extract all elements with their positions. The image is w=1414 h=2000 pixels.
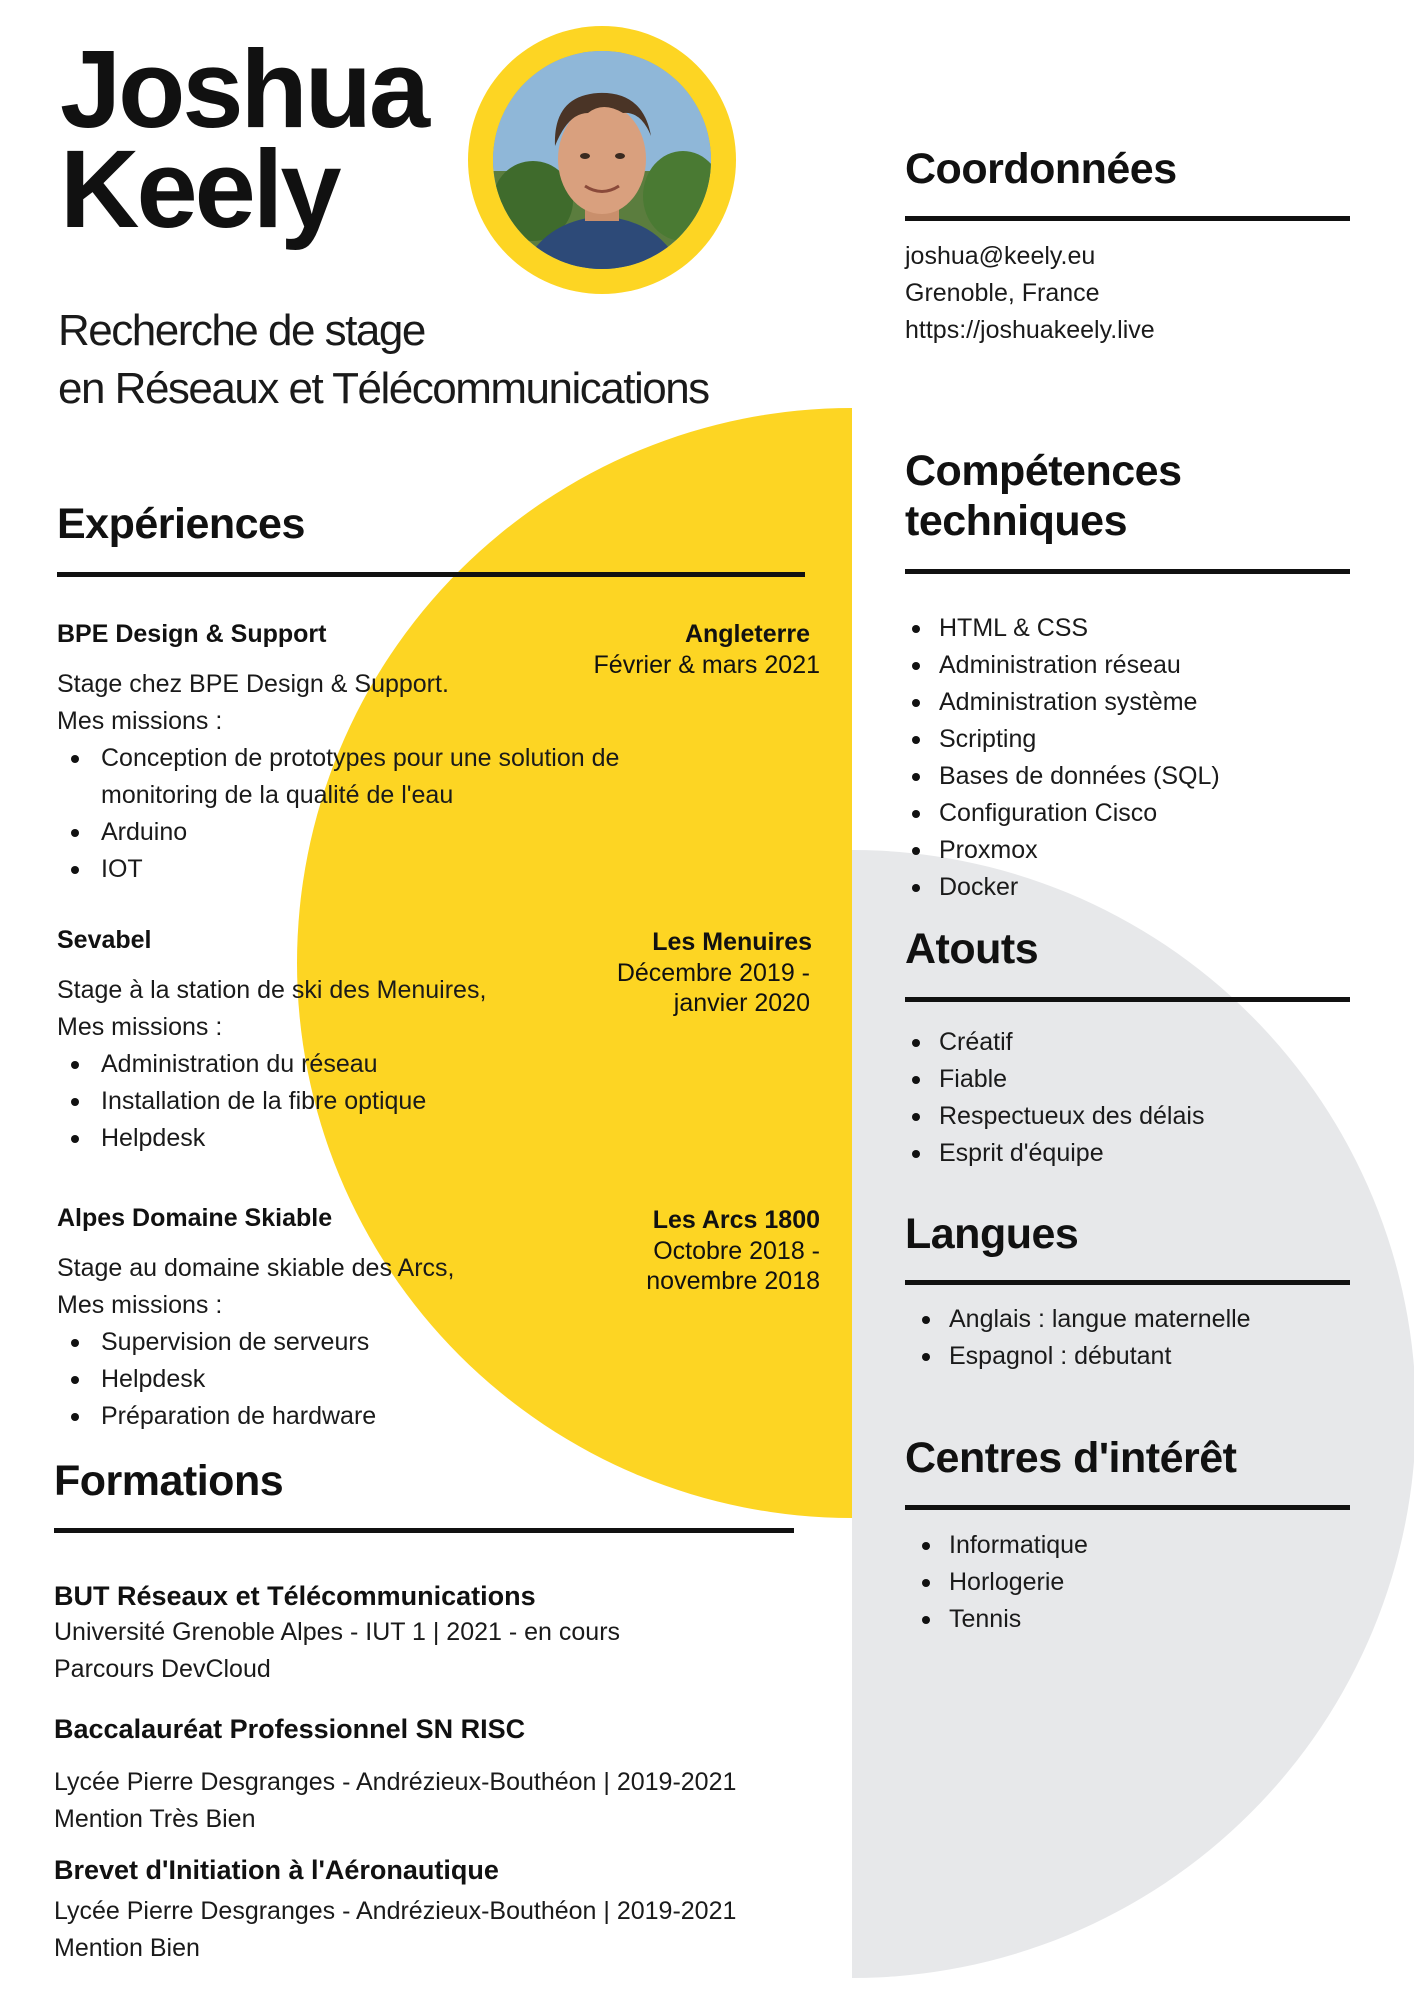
list-item: Helpdesk (57, 1120, 757, 1157)
experiences-divider (57, 572, 805, 577)
job-details: Stage à la station de ski des Menuires, … (57, 972, 757, 1157)
skills-list: HTML & CSS Administration réseau Adminis… (905, 610, 1350, 906)
job-description: Stage à la station de ski des Menuires, (57, 976, 487, 1004)
formation-detail: Mention Très Bien (54, 1805, 256, 1833)
formation-item: Brevet d'Initiation à l'Aéronautique Lyc… (54, 1852, 814, 1967)
formation-school: Lycée Pierre Desgranges - Andrézieux-Bou… (54, 1768, 737, 1796)
website-link[interactable]: https://joshuakeely.live (905, 316, 1155, 344)
list-item: Helpdesk (57, 1361, 757, 1398)
list-item: Docker (905, 869, 1350, 906)
formation-title: BUT Réseaux et Télécommunications (54, 1581, 536, 1611)
list-item: IOT (57, 851, 757, 888)
job-company: BPE Design & Support (57, 620, 327, 648)
missions-list: Supervision de serveurs Helpdesk Prépara… (57, 1324, 757, 1435)
job-date: Décembre 2019 - janvier 2020 (616, 959, 810, 1017)
job-description: Stage chez BPE Design & Support. (57, 670, 449, 698)
interests-title: Centres d'intérêt (905, 1434, 1237, 1482)
formations-title: Formations (54, 1457, 284, 1505)
languages-list: Anglais : langue maternelle Espagnol : d… (915, 1301, 1350, 1375)
formation-title: Baccalauréat Professionnel SN RISC (54, 1714, 526, 1744)
missions-list: Administration du réseau Installation de… (57, 1046, 757, 1157)
list-item: Esprit d'équipe (905, 1135, 1350, 1172)
list-item: Tennis (915, 1601, 1350, 1638)
list-item: Anglais : langue maternelle (915, 1301, 1350, 1338)
list-item: Administration du réseau (57, 1046, 757, 1083)
list-item: Installation de la fibre optique (57, 1083, 757, 1120)
email-address[interactable]: joshua@keely.eu (905, 242, 1096, 270)
list-item: Administration système (905, 684, 1350, 721)
list-item: Configuration Cisco (905, 795, 1350, 832)
list-item: Créatif (905, 1024, 1350, 1061)
contact-title: Coordonnées (905, 145, 1177, 193)
formation-school: Lycée Pierre Desgranges - Andrézieux-Bou… (54, 1897, 737, 1925)
formation-detail: Parcours DevCloud (54, 1655, 271, 1683)
list-item: Horlogerie (915, 1564, 1350, 1601)
yellow-half-circle (297, 408, 852, 1518)
candidate-name: Joshua Keely (60, 28, 430, 251)
formation-detail: Mention Bien (54, 1934, 200, 1962)
list-item: Bases de données (SQL) (905, 758, 1350, 795)
list-item: Informatique (915, 1527, 1350, 1564)
assets-title: Atouts (905, 925, 1039, 973)
job-company: Alpes Domaine Skiable (57, 1204, 333, 1232)
location: Grenoble, France (905, 279, 1100, 307)
languages-title: Langues (905, 1210, 1079, 1258)
last-name: Keely (60, 128, 342, 251)
formation-school: Université Grenoble Alpes - IUT 1 | 2021… (54, 1618, 621, 1646)
list-item: Espagnol : débutant (915, 1338, 1350, 1375)
contact-details: joshua@keely.eu Grenoble, France https:/… (905, 238, 1350, 349)
portrait-illustration (493, 51, 711, 269)
contact-divider (905, 216, 1350, 221)
formation-title: Brevet d'Initiation à l'Aéronautique (54, 1855, 499, 1885)
job-place: Les Menuires (652, 928, 812, 956)
formation-item: BUT Réseaux et Télécommunications Univer… (54, 1578, 814, 1688)
missions-label: Mes missions : (57, 1291, 223, 1319)
job-search-tagline: Recherche de stage en Réseaux et Télécom… (58, 306, 710, 413)
skills-divider (905, 569, 1350, 574)
job-details: Stage chez BPE Design & Support. Mes mis… (57, 666, 757, 888)
missions-label: Mes missions : (57, 707, 223, 735)
missions-label: Mes missions : (57, 1013, 223, 1041)
list-item-continuation: monitoring de la qualité de l'eau (101, 781, 454, 809)
list-item: Administration réseau (905, 647, 1350, 684)
formations-divider (54, 1528, 794, 1533)
formation-item: Baccalauréat Professionnel SN RISC Lycée… (54, 1711, 814, 1838)
skills-title: Compétences techniques (905, 447, 1182, 545)
job-place: Les Arcs 1800 (652, 1206, 820, 1234)
list-item: Proxmox (905, 832, 1350, 869)
job-description: Stage au domaine skiable des Arcs, (57, 1254, 455, 1282)
list-item: HTML & CSS (905, 610, 1350, 647)
job-date: Février & mars 2021 (593, 651, 820, 679)
first-name: Joshua (60, 28, 430, 151)
list-item: Respectueux des délais (905, 1098, 1350, 1135)
experiences-title: Expériences (57, 500, 305, 548)
list-item: Fiable (905, 1061, 1350, 1098)
assets-divider (905, 997, 1350, 1002)
assets-list: Créatif Fiable Respectueux des délais Es… (905, 1024, 1350, 1172)
interests-divider (905, 1505, 1350, 1510)
job-details: Stage au domaine skiable des Arcs, Mes m… (57, 1250, 757, 1435)
job-date: Octobre 2018 - novembre 2018 (646, 1237, 820, 1295)
list-item: Préparation de hardware (57, 1398, 757, 1435)
list-item: Arduino (57, 814, 757, 851)
grey-half-circle (852, 850, 1414, 1978)
interests-list: Informatique Horlogerie Tennis (915, 1527, 1350, 1638)
languages-divider (905, 1280, 1350, 1285)
job-place: Angleterre (684, 620, 810, 648)
list-item: Scripting (905, 721, 1350, 758)
list-item: Supervision de serveurs (57, 1324, 757, 1361)
job-company: Sevabel (57, 926, 152, 954)
profile-photo (493, 51, 711, 269)
missions-list: Conception de prototypes pour une soluti… (57, 740, 757, 888)
list-item: Conception de prototypes pour une soluti… (57, 740, 757, 777)
